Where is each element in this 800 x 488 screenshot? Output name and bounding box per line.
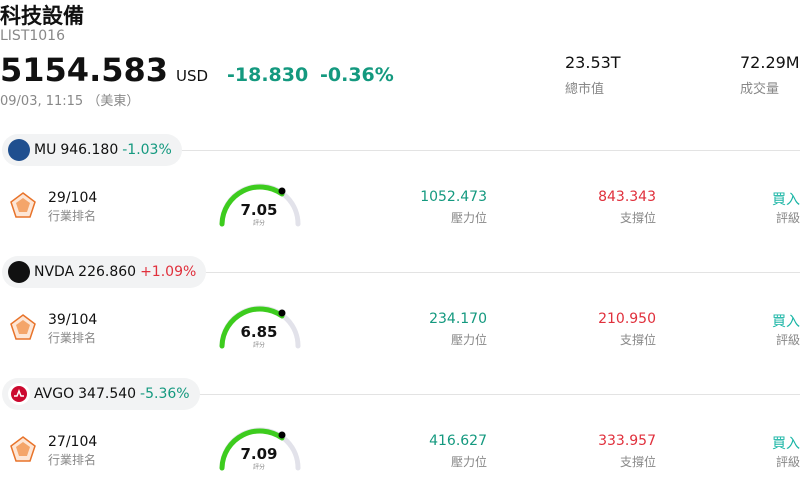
rating: 買入: [772, 436, 800, 452]
change: -18.830: [227, 64, 309, 86]
score-gauge: [219, 183, 301, 227]
rank-label: 行業排名: [48, 209, 97, 223]
rating-label: 評級: [775, 333, 800, 347]
rank-label: 行業排名: [48, 331, 97, 345]
score-label: 評分: [252, 342, 265, 349]
radar-icon: [10, 436, 36, 462]
stock-change: +1.09%: [140, 264, 197, 280]
rating-label: 評級: [775, 211, 800, 225]
stock-change: -1.03%: [122, 142, 172, 158]
rank: 27/104: [48, 434, 98, 450]
radar-icon: [10, 314, 36, 340]
ticker: MU: [34, 142, 57, 158]
score-gauge: [219, 427, 301, 471]
rating: 買入: [772, 192, 800, 208]
resistance-label: 壓力位: [450, 455, 487, 469]
separator: [150, 150, 800, 151]
stock-pill[interactable]: NVDA 226.860 +1.09%: [2, 256, 207, 288]
stock-price: 347.540: [78, 386, 137, 402]
market-cap: 23.53T: [565, 53, 621, 72]
rating-label: 評級: [775, 455, 800, 469]
price: 5154.583: [0, 51, 169, 89]
resistance-label: 壓力位: [450, 333, 487, 347]
rank-label: 行業排名: [48, 453, 97, 467]
score: 7.05: [240, 201, 278, 219]
rating: 買入: [772, 314, 800, 330]
support-label: 支撐位: [619, 333, 656, 347]
time: 09/03, 11:15 （美東）: [0, 94, 140, 109]
score: 6.85: [240, 323, 278, 341]
resistance: 234.170: [429, 311, 487, 327]
score-label: 評分: [252, 220, 265, 227]
volume-label: 成交量: [740, 82, 780, 97]
stock-logo: [8, 261, 30, 283]
stock-logo: [8, 383, 30, 405]
support-label: 支撐位: [619, 211, 656, 225]
support-label: 支撐位: [619, 455, 656, 469]
stock-pill[interactable]: AVGO 347.540 -5.36%: [2, 378, 200, 410]
score-label: 評分: [252, 464, 265, 471]
change-pct: -0.36%: [320, 64, 394, 86]
resistance: 1052.473: [420, 189, 487, 205]
support: 333.957: [598, 433, 656, 449]
support: 843.343: [598, 189, 656, 205]
resistance: 416.627: [429, 433, 487, 449]
volume: 72.29M: [740, 53, 800, 72]
stock-change: -5.36%: [140, 386, 190, 402]
stock-pill[interactable]: MU 946.180 -1.03%: [2, 134, 182, 166]
ticker: AVGO: [34, 386, 75, 402]
title: 科技設備: [0, 4, 84, 28]
market-cap-label: 總市值: [565, 82, 605, 97]
currency: USD: [176, 67, 209, 85]
stock-price: 226.860: [78, 264, 137, 280]
support: 210.950: [598, 311, 656, 327]
stock-logo: [8, 139, 30, 161]
score-gauge: [219, 305, 301, 349]
resistance-label: 壓力位: [450, 211, 487, 225]
code: LIST1016: [0, 28, 65, 44]
score: 7.09: [240, 445, 278, 463]
stock-price: 946.180: [60, 142, 119, 158]
radar-icon: [10, 192, 36, 218]
ticker: NVDA: [34, 264, 75, 280]
separator: [150, 272, 800, 273]
rank: 29/104: [48, 190, 98, 206]
rank: 39/104: [48, 312, 98, 328]
separator: [150, 394, 800, 395]
